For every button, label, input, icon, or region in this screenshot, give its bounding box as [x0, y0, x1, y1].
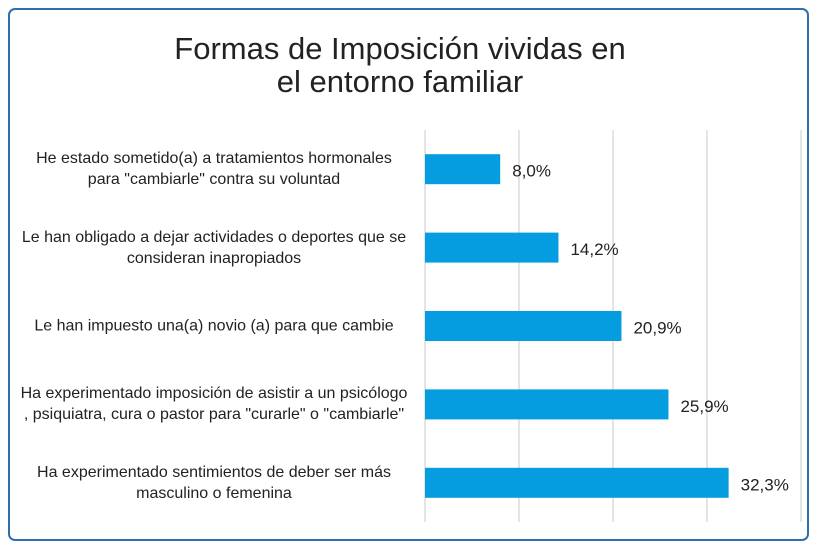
category-label: Ha experimentado imposición de asistir a… [20, 385, 408, 424]
category-label: Ha experimentado sentimientos de deber s… [37, 463, 391, 502]
category-label: Le han obligado a dejar actividades o de… [21, 228, 407, 267]
bar [425, 467, 729, 498]
bar [425, 311, 622, 341]
bar [425, 232, 559, 263]
frame [8, 8, 809, 541]
value-label: 32,3% [741, 475, 789, 494]
value-label: 20,9% [633, 318, 681, 337]
category-label: Le han impuesto una(a) novio (a) para qu… [34, 317, 394, 335]
chart-title: Formas de Imposición vividas en el entor… [174, 31, 626, 99]
value-label: 8,0% [512, 162, 551, 181]
bar [425, 389, 669, 420]
bar [425, 154, 501, 185]
category-label: He estado sometido(a) a tratamientos hor… [36, 150, 392, 189]
value-label: 25,9% [680, 397, 728, 416]
value-label: 14,2% [570, 240, 618, 259]
